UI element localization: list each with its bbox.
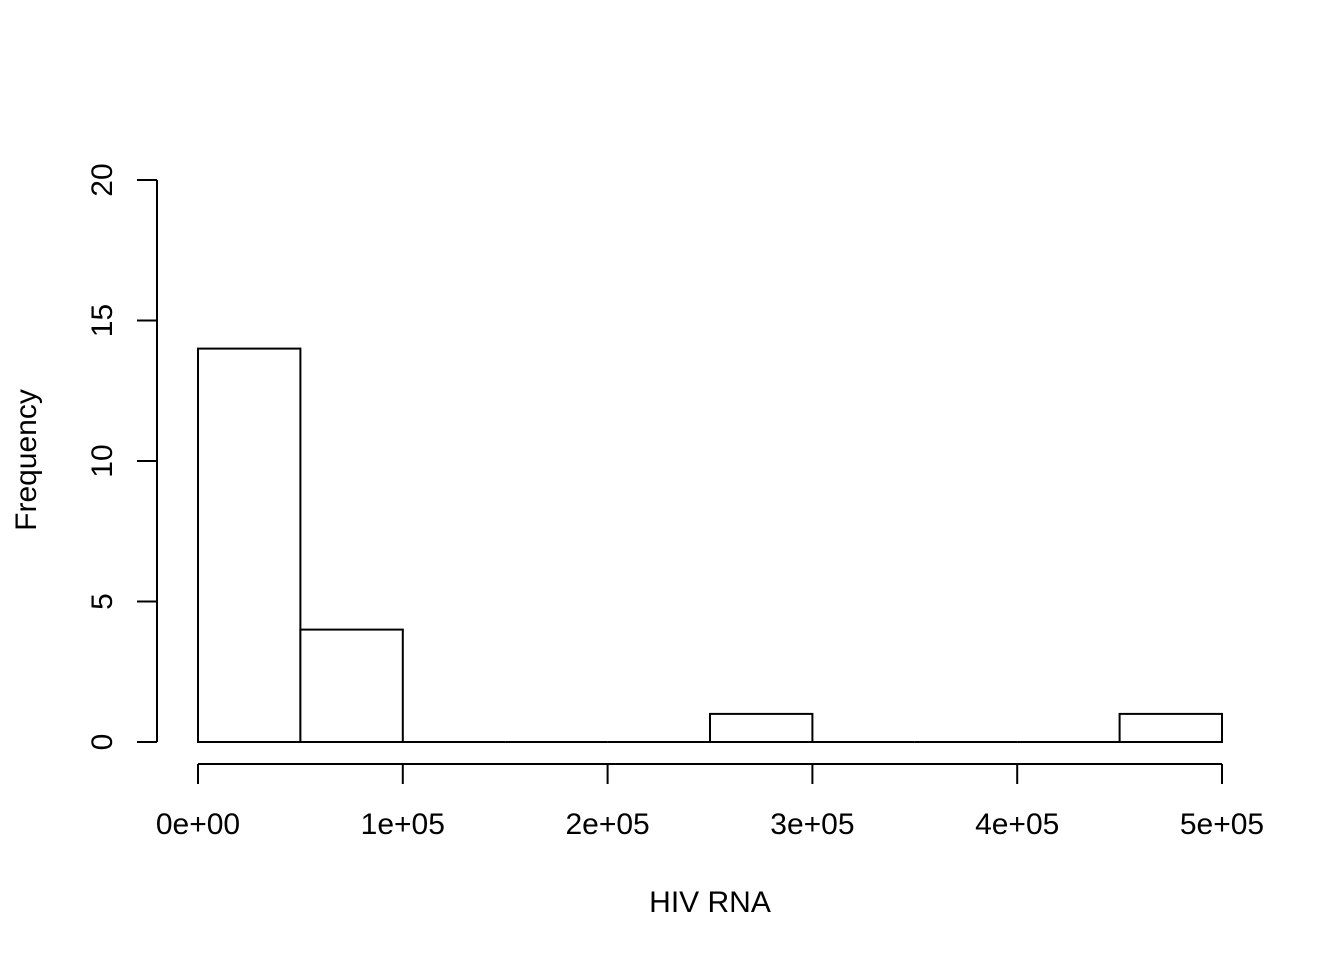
histogram-bar-1 [299, 628, 404, 743]
histogram-bar-5 [709, 712, 814, 744]
bars-layer [197, 347, 1223, 744]
x-tick-label-3: 3e+05 [770, 808, 854, 841]
y-axis-label: Frequency [10, 389, 43, 531]
y-tick-label-3: 15 [86, 304, 119, 337]
x-axis: 0e+00 1e+05 2e+05 3e+05 4e+05 5e+05 [156, 763, 1264, 841]
histogram-bar-0 [197, 347, 302, 743]
histogram-bar-9 [1118, 712, 1223, 744]
y-tick-label-2: 10 [86, 444, 119, 477]
x-tick-label-2: 2e+05 [565, 808, 649, 841]
x-tick-label-0: 0e+00 [156, 808, 240, 841]
y-tick-label-4: 20 [86, 163, 119, 196]
y-tick-label-0: 0 [86, 734, 119, 751]
x-axis-label: HIV RNA [649, 886, 771, 919]
x-tick-label-1: 1e+05 [361, 808, 445, 841]
x-tick-label-4: 4e+05 [975, 808, 1059, 841]
y-axis: 0 5 10 15 20 [86, 163, 158, 751]
y-tick-label-1: 5 [86, 593, 119, 610]
x-tick-label-5: 5e+05 [1180, 808, 1264, 841]
